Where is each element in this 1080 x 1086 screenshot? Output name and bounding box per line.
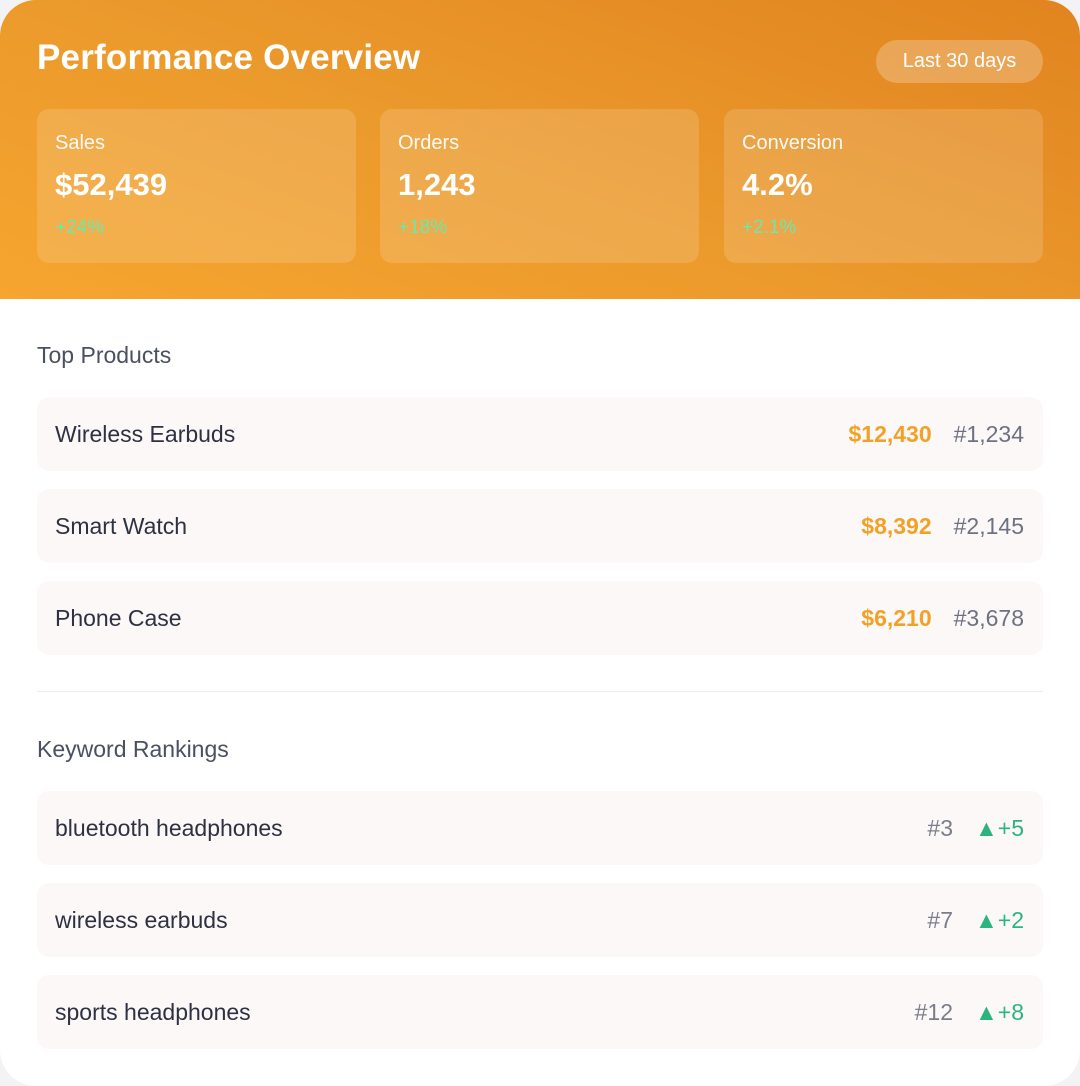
product-metrics: $8,392 #2,145 xyxy=(861,489,1024,563)
keyword-rankings-title: Keyword Rankings xyxy=(37,736,229,762)
stat-card-conversion: Conversion 4.2% +2.1% xyxy=(724,109,1043,263)
keyword-change: ▲+2 xyxy=(975,907,1024,933)
stat-value: 4.2% xyxy=(742,167,813,202)
product-rank: #1,234 xyxy=(953,421,1024,447)
header: Performance Overview Last 30 days Sales … xyxy=(0,0,1080,299)
stat-change: +2.1% xyxy=(742,217,797,238)
product-metrics: $12,430 #1,234 xyxy=(849,397,1025,471)
keyword-metrics: #7 ▲+2 xyxy=(927,883,1024,957)
product-row-wireless-earbuds[interactable]: Wireless Earbuds $12,430 #1,234 xyxy=(37,397,1043,471)
stat-label: Sales xyxy=(55,132,106,154)
product-name: Smart Watch xyxy=(55,513,188,539)
product-revenue: $12,430 xyxy=(848,421,932,447)
stat-card-orders: Orders 1,243 +18% xyxy=(380,109,699,263)
section-divider xyxy=(37,691,1043,692)
stat-card-sales: Sales $52,439 +24% xyxy=(37,109,356,263)
stat-label: Orders xyxy=(398,132,460,154)
keyword-name: bluetooth headphones xyxy=(55,815,283,841)
keyword-row-bluetooth-headphones[interactable]: bluetooth headphones #3 ▲+5 xyxy=(37,791,1043,865)
keyword-change: ▲+5 xyxy=(975,815,1024,841)
keyword-change: ▲+8 xyxy=(975,999,1024,1025)
stat-value: 1,243 xyxy=(398,167,476,202)
period-filter-button[interactable]: Last 30 days xyxy=(876,40,1043,83)
product-rank: #2,145 xyxy=(953,513,1024,539)
keyword-name: wireless earbuds xyxy=(55,907,228,933)
stat-change: +24% xyxy=(55,217,105,238)
page-title: Performance Overview xyxy=(37,38,421,77)
keyword-rank: #7 xyxy=(927,907,953,933)
stat-value: $52,439 xyxy=(55,167,168,202)
keyword-row-wireless-earbuds[interactable]: wireless earbuds #7 ▲+2 xyxy=(37,883,1043,957)
product-revenue: $8,392 xyxy=(861,513,932,539)
keyword-rank: #3 xyxy=(927,815,953,841)
top-products-title: Top Products xyxy=(37,342,172,368)
product-revenue: $6,210 xyxy=(861,605,932,631)
stat-label: Conversion xyxy=(742,132,844,154)
keyword-metrics: #3 ▲+5 xyxy=(927,791,1024,865)
product-row-phone-case[interactable]: Phone Case $6,210 #3,678 xyxy=(37,581,1043,655)
keyword-rank: #12 xyxy=(914,999,953,1025)
keyword-name: sports headphones xyxy=(55,999,251,1025)
product-name: Phone Case xyxy=(55,605,182,631)
product-rank: #3,678 xyxy=(953,605,1024,631)
product-row-smart-watch[interactable]: Smart Watch $8,392 #2,145 xyxy=(37,489,1043,563)
product-name: Wireless Earbuds xyxy=(55,421,236,447)
keyword-row-sports-headphones[interactable]: sports headphones #12 ▲+8 xyxy=(37,975,1043,1049)
product-metrics: $6,210 #3,678 xyxy=(861,581,1024,655)
keyword-metrics: #12 ▲+8 xyxy=(915,975,1024,1049)
stat-change: +18% xyxy=(398,217,448,238)
